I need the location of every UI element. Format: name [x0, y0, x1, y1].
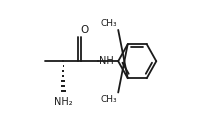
Text: CH₃: CH₃: [100, 19, 117, 28]
Text: CH₃: CH₃: [100, 95, 117, 103]
Text: O: O: [80, 25, 88, 35]
Text: NH: NH: [99, 56, 114, 66]
Text: NH₂: NH₂: [54, 97, 72, 107]
